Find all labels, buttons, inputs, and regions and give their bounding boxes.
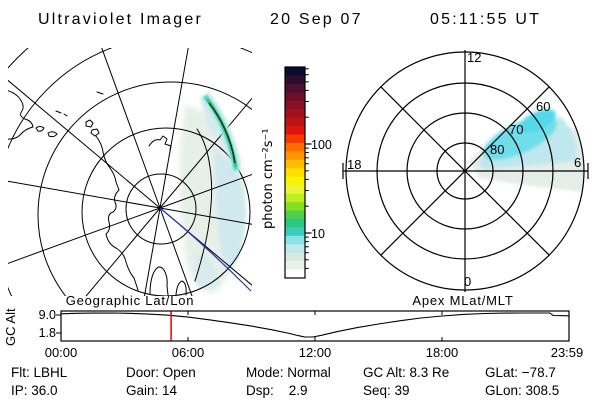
colorbar-units-label: photon cm⁻²s⁻¹ <box>261 128 276 229</box>
colorbar-band <box>285 218 305 228</box>
apex-dial-caption: Apex MLat/MLT <box>412 293 513 308</box>
mlt-spoke-diag <box>380 86 550 256</box>
coastline-islands <box>35 91 104 138</box>
colorbar-band <box>285 168 305 178</box>
time-label: 05:11:55 UT <box>430 11 541 28</box>
status-flt: Flt: LBHL <box>11 365 68 380</box>
colorbar-band <box>285 126 305 136</box>
colorbar-band <box>285 244 305 254</box>
xtick-1800: 18:00 <box>426 345 459 360</box>
colorbar-band <box>285 117 305 127</box>
satellite-track-line <box>159 207 252 292</box>
colorbar-band <box>285 109 305 119</box>
coastline-antarctica <box>85 119 213 296</box>
meridian-line <box>85 207 161 296</box>
colorbar-band <box>285 151 305 161</box>
xtick-2359: 23:59 <box>551 345 584 360</box>
colorbar-band <box>285 92 305 102</box>
colorbar-band <box>285 235 305 245</box>
colorbar-band <box>285 83 305 93</box>
meridian-line <box>143 207 161 296</box>
coastline-south-america <box>8 90 34 140</box>
mlt-label-12: 12 <box>467 50 481 65</box>
status-gc-alt: GC Alt: 8.3 Re <box>363 365 449 380</box>
strip-chart-ticks <box>56 311 443 341</box>
coastlines <box>8 90 213 296</box>
latitude-circle <box>125 173 197 245</box>
dial-grid <box>342 50 589 292</box>
meridian-line <box>159 173 252 209</box>
colorbar-band <box>285 185 305 195</box>
colorbar-tick-10: 10 <box>311 227 325 241</box>
colorbar-band <box>285 159 305 169</box>
mlt-label-6: 6 <box>574 155 581 170</box>
xtick-0600: 06:00 <box>172 345 205 360</box>
colorbar-band <box>285 100 305 110</box>
status-door: Door: Open <box>126 365 196 380</box>
latitude-circle <box>81 127 251 296</box>
geo-map-caption: Geographic Lat/Lon <box>66 293 195 308</box>
strip-y-axis-title: GC Alt <box>3 308 18 346</box>
xtick-1200: 12:00 <box>299 345 332 360</box>
colorbar-band <box>285 227 305 237</box>
colorbar-frame <box>284 66 306 279</box>
meridian-line <box>8 180 161 209</box>
colorbar-band <box>285 269 305 279</box>
meridian-line <box>8 79 161 209</box>
status-glon: GLon: 308.5 <box>485 383 559 398</box>
colorbar-gradient <box>285 67 305 279</box>
status-gain: Gain: 14 <box>126 383 178 398</box>
status-glat: GLat: −78.7 <box>485 365 556 380</box>
xtick-0000: 00:00 <box>45 345 78 360</box>
status-mode: Mode: Normal <box>246 365 331 380</box>
meridian-line <box>159 48 189 209</box>
meridian-line <box>8 207 161 264</box>
meridian-line <box>101 48 161 209</box>
mlat-label-70: 70 <box>509 122 523 137</box>
mlt-label-18: 18 <box>347 157 361 172</box>
status-ip: IP: 36.0 <box>11 383 58 398</box>
colorbar-ticks <box>305 68 312 269</box>
gc-alt-strip-chart: GC Alt 9.0 1.8 00:00 06:00 12:00 18:00 2… <box>3 308 583 360</box>
colorbar-band <box>285 261 305 271</box>
limb-emission-arc <box>200 91 242 173</box>
colorbar-band <box>285 202 305 212</box>
colorbar-band <box>285 252 305 262</box>
ytick-1-8: 1.8 <box>39 326 56 340</box>
gc-alt-curve <box>60 312 569 338</box>
colorbar-band <box>285 134 305 144</box>
colorbar-band <box>285 67 305 77</box>
colorbar-band <box>285 193 305 203</box>
latitude-circle <box>37 81 252 296</box>
colorbar-band <box>285 75 305 85</box>
colorbar-panel: 100 10 photon cm⁻²s⁻¹ <box>261 66 332 279</box>
mlt-label-0: 0 <box>464 274 471 289</box>
status-readout: Flt: LBHL Door: Open Mode: Normal GC Alt… <box>11 365 559 398</box>
meridian-line <box>159 207 252 225</box>
colorbar-tick-100: 100 <box>311 138 332 152</box>
colorbar-band <box>285 176 305 186</box>
status-seq: Seq: 39 <box>363 383 410 398</box>
status-dsp: Dsp: 2.9 <box>246 383 308 398</box>
geographic-map-panel <box>8 48 252 296</box>
apex-dial-panel: 12 18 6 0 80 70 60 <box>342 50 589 292</box>
aurora-emission-map <box>179 95 247 293</box>
ytick-9: 9.0 <box>39 308 56 322</box>
colorbar-band <box>285 142 305 152</box>
meridian-line <box>159 207 193 296</box>
colorbar-band <box>285 210 305 220</box>
mlat-label-80: 80 <box>490 142 504 157</box>
app-title: Ultraviolet Imager <box>38 11 203 28</box>
date-label: 20 Sep 07 <box>270 11 363 28</box>
mlat-label-60: 60 <box>536 99 550 114</box>
meridian-line <box>159 97 252 209</box>
